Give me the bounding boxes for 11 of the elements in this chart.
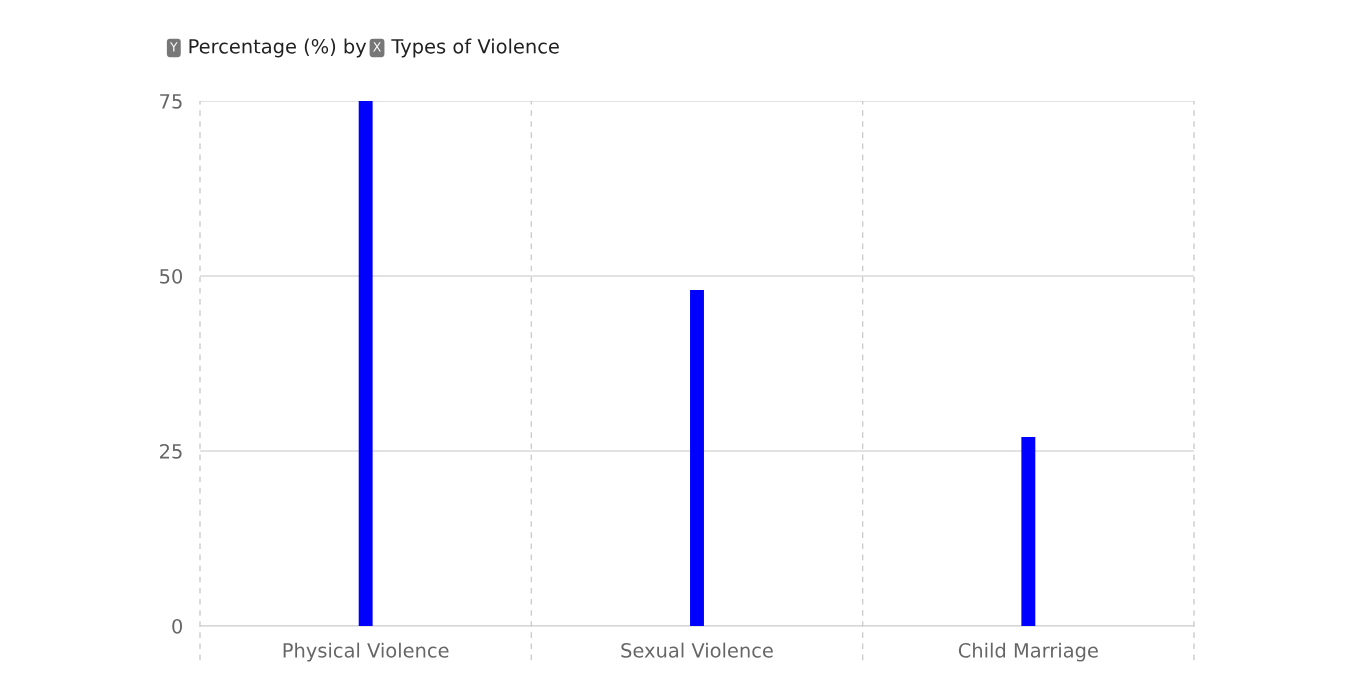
bar — [690, 290, 704, 626]
x-tick-label: Sexual Violence — [621, 642, 773, 658]
y-tick-label: 75 — [160, 94, 182, 109]
bar — [1021, 437, 1036, 626]
x-tick-label: Physical Violence — [283, 642, 449, 662]
y-tick-label: 25 — [160, 443, 182, 459]
bar — [358, 101, 373, 626]
y-tick-label: 50 — [160, 268, 183, 284]
x-tick-label: Child Marriage — [958, 642, 1098, 662]
chart-title: Y Percentage (%) by X Types of Violence — [169, 38, 559, 58]
y-tick-label: 0 — [172, 618, 183, 634]
